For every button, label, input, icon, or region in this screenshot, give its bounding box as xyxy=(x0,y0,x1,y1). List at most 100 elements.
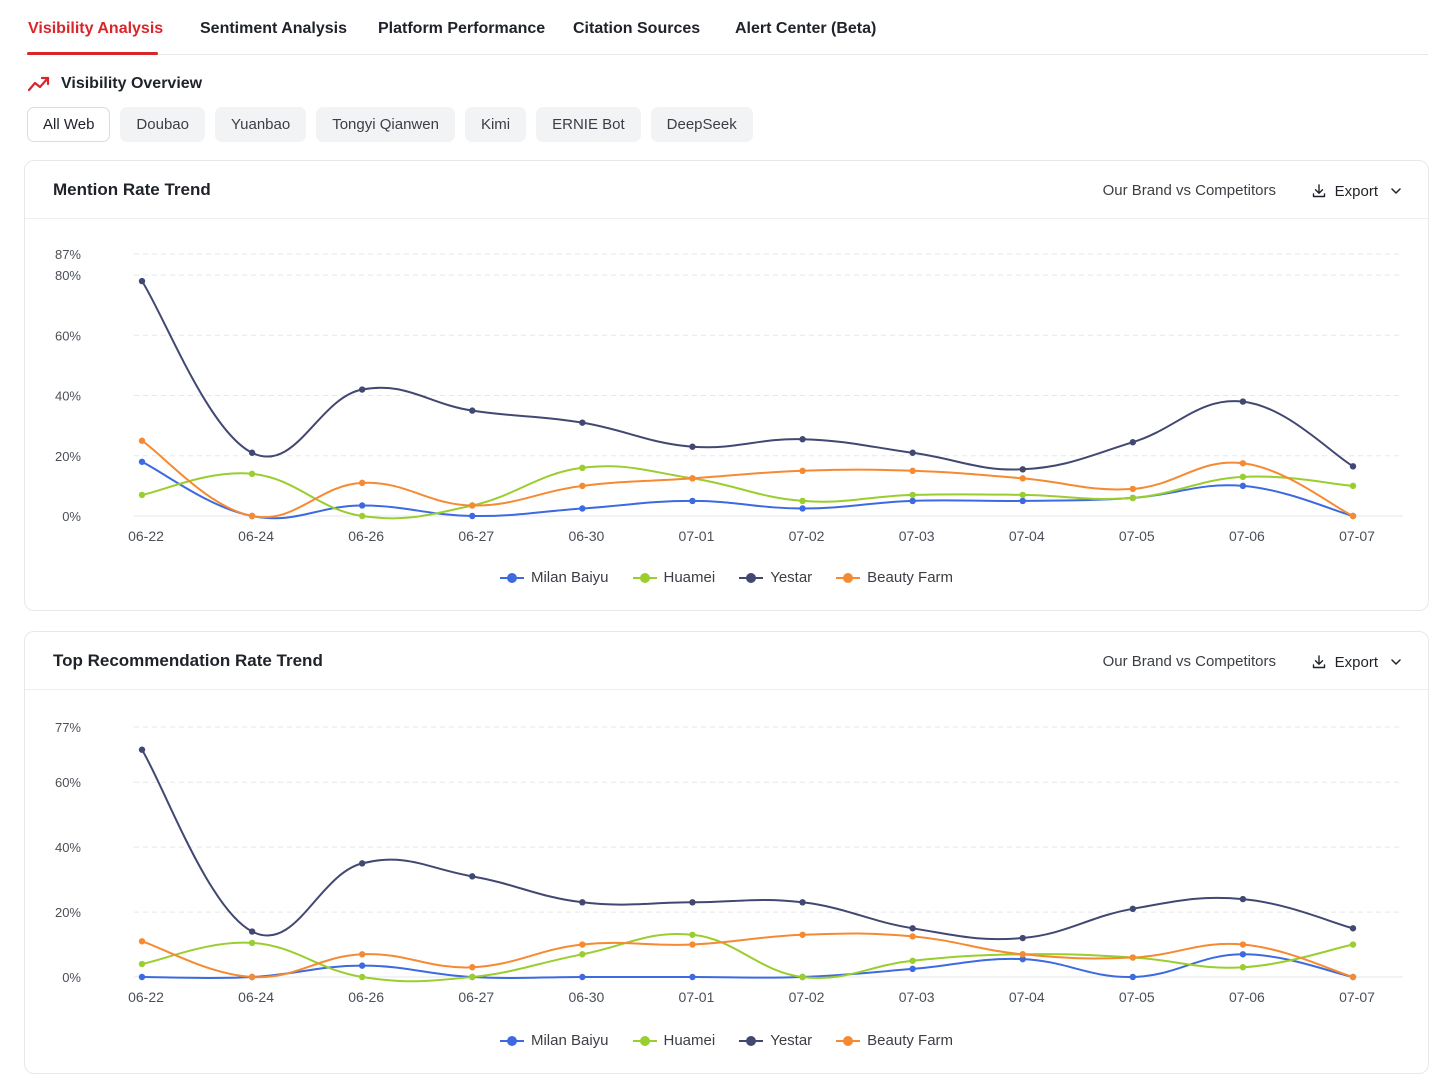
tab-platform-performance[interactable]: Platform Performance xyxy=(378,20,546,37)
data-point[interactable] xyxy=(689,497,696,505)
data-point[interactable] xyxy=(358,973,366,981)
data-point[interactable] xyxy=(1239,951,1247,958)
legend-item-yestar[interactable]: Yestar xyxy=(739,1032,812,1049)
data-point[interactable] xyxy=(248,939,256,947)
data-point[interactable] xyxy=(799,505,806,512)
data-point[interactable] xyxy=(1349,463,1357,470)
data-point[interactable] xyxy=(138,491,146,499)
data-point[interactable] xyxy=(689,443,696,450)
data-point[interactable] xyxy=(358,860,366,867)
filter-deepseek[interactable]: DeepSeek xyxy=(650,107,753,142)
data-point[interactable] xyxy=(579,482,586,490)
data-point[interactable] xyxy=(799,467,806,475)
data-point[interactable] xyxy=(1349,482,1357,490)
data-point[interactable] xyxy=(1239,964,1247,971)
data-point[interactable] xyxy=(1349,973,1357,981)
data-point[interactable] xyxy=(138,960,146,968)
tab-visibility-analysis[interactable]: Visibility Analysis xyxy=(28,20,164,37)
data-point[interactable] xyxy=(469,407,476,414)
data-point[interactable] xyxy=(1129,485,1137,493)
compare-selector[interactable]: Our Brand vs Competitors xyxy=(1102,653,1276,670)
data-point[interactable] xyxy=(358,962,366,969)
data-point[interactable] xyxy=(248,973,256,981)
filter-doubao[interactable]: Doubao xyxy=(120,107,205,142)
data-point[interactable] xyxy=(799,931,806,938)
data-point[interactable] xyxy=(1349,941,1357,948)
data-point[interactable] xyxy=(909,933,916,940)
data-point[interactable] xyxy=(469,873,476,880)
data-point[interactable] xyxy=(799,436,806,443)
data-point[interactable] xyxy=(358,502,366,509)
data-point[interactable] xyxy=(1129,439,1137,446)
export-button[interactable]: Export xyxy=(1311,180,1404,202)
data-point[interactable] xyxy=(1019,466,1026,473)
legend-item-milan-baiyu[interactable]: Milan Baiyu xyxy=(499,1032,609,1049)
data-point[interactable] xyxy=(1129,905,1137,913)
data-point[interactable] xyxy=(1239,895,1247,903)
export-button[interactable]: Export xyxy=(1311,651,1404,673)
data-point[interactable] xyxy=(248,928,256,935)
data-point[interactable] xyxy=(358,479,366,487)
data-point[interactable] xyxy=(138,458,146,465)
data-point[interactable] xyxy=(1239,460,1247,467)
data-point[interactable] xyxy=(1019,951,1026,958)
data-point[interactable] xyxy=(689,931,696,938)
data-point[interactable] xyxy=(1239,473,1247,481)
data-point[interactable] xyxy=(1019,934,1026,942)
data-point[interactable] xyxy=(579,973,586,981)
data-point[interactable] xyxy=(799,973,806,981)
compare-selector[interactable]: Our Brand vs Competitors xyxy=(1102,182,1276,199)
data-point[interactable] xyxy=(579,899,586,906)
data-point[interactable] xyxy=(248,512,256,520)
data-point[interactable] xyxy=(1349,925,1357,932)
data-point[interactable] xyxy=(689,475,696,482)
data-point[interactable] xyxy=(469,512,476,520)
data-point[interactable] xyxy=(138,938,146,945)
data-point[interactable] xyxy=(909,965,916,973)
data-point[interactable] xyxy=(1349,512,1357,520)
data-point[interactable] xyxy=(1129,954,1137,961)
data-point[interactable] xyxy=(1019,497,1026,505)
filter-kimi[interactable]: Kimi xyxy=(464,107,527,142)
legend-item-beauty-farm[interactable]: Beauty Farm xyxy=(836,569,953,586)
data-point[interactable] xyxy=(1239,398,1247,405)
data-point[interactable] xyxy=(909,957,916,964)
legend-item-huamei[interactable]: Huamei xyxy=(632,1032,715,1049)
data-point[interactable] xyxy=(689,941,696,948)
legend-item-beauty-farm[interactable]: Beauty Farm xyxy=(836,1032,953,1049)
filter-ernie-bot[interactable]: ERNIE Bot xyxy=(536,107,641,142)
chevron-down-icon[interactable] xyxy=(1388,183,1404,199)
data-point[interactable] xyxy=(799,497,806,505)
filter-yuanbao[interactable]: Yuanbao xyxy=(214,107,307,142)
data-point[interactable] xyxy=(138,277,146,285)
filter-all-web[interactable]: All Web xyxy=(27,107,111,142)
data-point[interactable] xyxy=(1019,491,1026,499)
data-point[interactable] xyxy=(469,973,476,981)
data-point[interactable] xyxy=(358,951,366,958)
legend-item-milan-baiyu[interactable]: Milan Baiyu xyxy=(499,569,609,586)
data-point[interactable] xyxy=(138,973,146,981)
data-point[interactable] xyxy=(138,437,146,444)
tab-citation-sources[interactable]: Citation Sources xyxy=(573,20,701,37)
data-point[interactable] xyxy=(689,899,696,906)
data-point[interactable] xyxy=(1239,941,1247,948)
data-point[interactable] xyxy=(248,449,256,456)
data-point[interactable] xyxy=(1129,494,1137,502)
legend-item-yestar[interactable]: Yestar xyxy=(739,569,812,586)
data-point[interactable] xyxy=(358,512,366,520)
data-point[interactable] xyxy=(1129,973,1137,981)
data-point[interactable] xyxy=(358,386,366,393)
tab-sentiment-analysis[interactable]: Sentiment Analysis xyxy=(200,20,348,37)
data-point[interactable] xyxy=(579,505,586,512)
data-point[interactable] xyxy=(579,419,586,426)
data-point[interactable] xyxy=(689,973,696,981)
data-point[interactable] xyxy=(248,470,256,478)
data-point[interactable] xyxy=(1019,475,1026,482)
filter-tongyi-qianwen[interactable]: Tongyi Qianwen xyxy=(316,107,455,142)
data-point[interactable] xyxy=(909,491,916,499)
data-point[interactable] xyxy=(579,464,586,472)
data-point[interactable] xyxy=(909,467,916,475)
data-point[interactable] xyxy=(1239,482,1247,490)
legend-item-huamei[interactable]: Huamei xyxy=(632,569,715,586)
data-point[interactable] xyxy=(579,951,586,958)
